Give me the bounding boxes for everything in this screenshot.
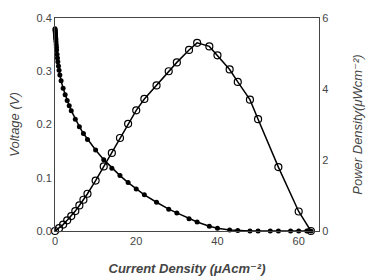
svg-text:0: 0 bbox=[52, 235, 58, 247]
svg-text:Voltage (V): Voltage (V) bbox=[7, 92, 22, 157]
svg-text:0.0: 0.0 bbox=[37, 225, 52, 237]
svg-text:0.2: 0.2 bbox=[37, 118, 52, 130]
svg-text:6: 6 bbox=[322, 12, 328, 24]
svg-text:4: 4 bbox=[322, 83, 328, 95]
svg-text:0.4: 0.4 bbox=[37, 12, 52, 24]
svg-text:2: 2 bbox=[322, 154, 328, 166]
svg-text:20: 20 bbox=[130, 235, 142, 247]
svg-text:Current Density (μAcm⁻²): Current Density (μAcm⁻²) bbox=[109, 261, 266, 276]
svg-text:0.1: 0.1 bbox=[37, 172, 52, 184]
svg-text:60: 60 bbox=[293, 235, 305, 247]
svg-text:Power Density(μWcm⁻²): Power Density(μWcm⁻²) bbox=[350, 54, 365, 194]
svg-text:0.3: 0.3 bbox=[37, 65, 52, 77]
svg-text:0: 0 bbox=[322, 225, 328, 237]
svg-text:40: 40 bbox=[211, 235, 223, 247]
